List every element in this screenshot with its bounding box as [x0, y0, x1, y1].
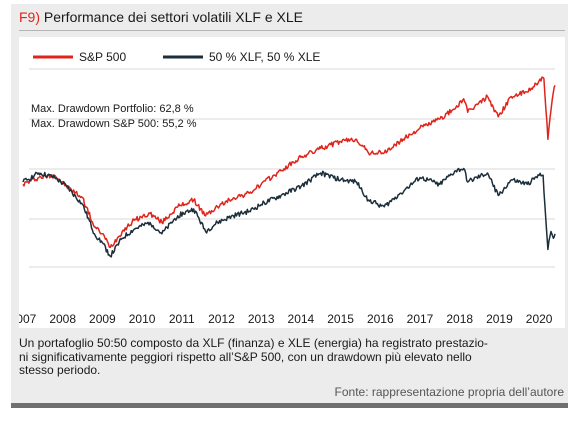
caption-line: stesso periodo.: [19, 363, 101, 377]
title-divider: [19, 30, 565, 31]
figure-label: F9): [19, 9, 40, 25]
drawdown-annotation: Max. Drawdown S&P 500: 55,2 %: [31, 118, 197, 130]
figure-caption: Un portafoglio 50:50 composto da XLF (fi…: [19, 336, 564, 378]
caption-line: ni significativamente peggiori rispetto …: [19, 349, 472, 364]
figure-source: Fonte: rappresentazione propria dell’aut…: [334, 385, 564, 399]
x-tick-label: 2007: [19, 312, 37, 326]
x-tick-label: 2019: [486, 312, 513, 326]
x-tick-label: 2020: [526, 312, 553, 326]
x-tick-label: 2012: [208, 312, 235, 326]
x-tick-label: 2008: [49, 312, 76, 326]
figure-bottom-bar: [11, 403, 568, 408]
x-tick-label: 2017: [407, 312, 434, 326]
x-tick-label: 2018: [446, 312, 473, 326]
line-chart: 2007 2008 2009 2010 2011 2012 2013 2014 2015 2016…: [19, 50, 556, 326]
x-tick-label: 2010: [129, 312, 156, 326]
legend-label: 50 % XLF, 50 % XLE: [209, 50, 320, 64]
chart-area: 2007 2008 2009 2010 2011 2012 2013 2014 2015 2016…: [19, 37, 565, 328]
x-tick-label: 2015: [327, 312, 354, 326]
x-tick-label: 2009: [89, 312, 116, 326]
x-tick-label: 2014: [288, 312, 315, 326]
caption-line: Un portafoglio 50:50 composto da XLF (fi…: [19, 336, 488, 350]
x-tick-label: 2013: [248, 312, 275, 326]
x-tick-label: 2016: [367, 312, 394, 326]
series-line-sp500: [22, 76, 556, 249]
figure-title: F9) Performance dei settori volatili XLF…: [19, 9, 303, 25]
drawdown-annotation: Max. Drawdown Portfolio: 62,8 %: [31, 103, 194, 115]
x-tick-label: 2011: [169, 312, 195, 326]
figure-title-text: Performance dei settori volatili XLF e X…: [43, 9, 304, 25]
series-line-portfolio: [22, 167, 556, 258]
legend-label: S&P 500: [79, 50, 126, 64]
